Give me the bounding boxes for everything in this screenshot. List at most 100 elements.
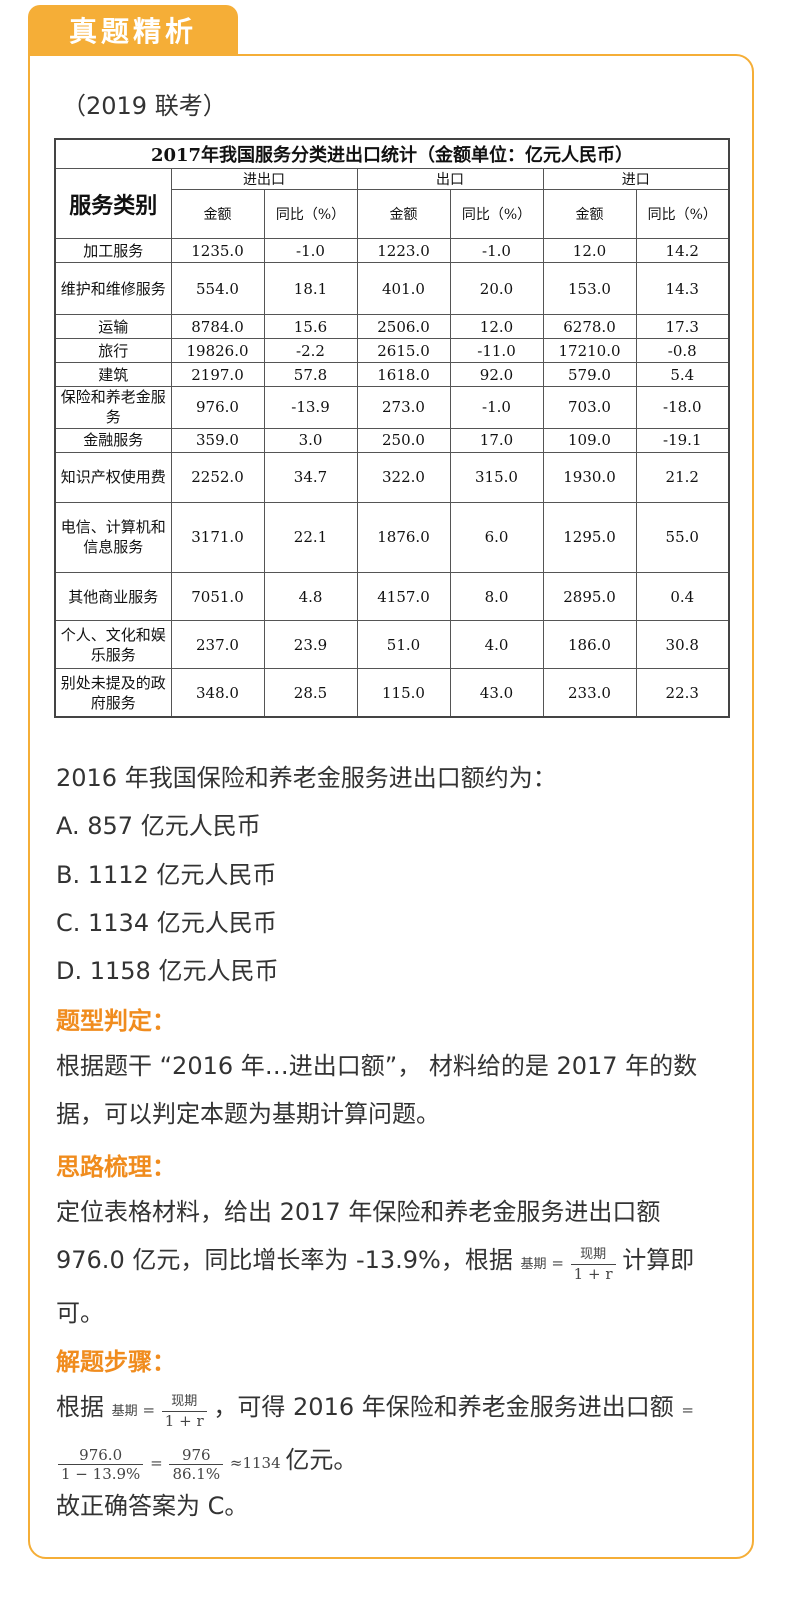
value-cell: 17210.0 [542, 338, 637, 364]
value-cell: 273.0 [356, 386, 451, 429]
category-cell: 电信、计算机和信息服务 [54, 501, 172, 573]
fraction-numerator: 现期 [570, 1246, 616, 1265]
fraction-denominator: 1 − 13.9% [61, 1464, 141, 1483]
value-cell: 186.0 [542, 620, 637, 670]
category-cell: 别处未提及的政府服务 [54, 668, 172, 718]
fraction-numerator: 976.0 [58, 1446, 144, 1465]
formula-fraction: 现期 1 + r [570, 1246, 616, 1283]
equals-sign: = [551, 1254, 564, 1272]
table-row: 运输 8784.0 15.6 2506.0 12.0 6278.0 17.3 [54, 314, 730, 340]
value-cell: 2506.0 [356, 314, 451, 340]
category-cell: 建筑 [54, 362, 172, 388]
statistics-table: 2017年我国服务分类进出口统计（金额单位：亿元人民币） 服务类别 进出口 出口… [54, 138, 731, 718]
steps-text-2: ，可得 2016 年保险和养老金服务进出口额 [213, 1393, 674, 1421]
calc-fraction-2: 976 86.1% [169, 1446, 224, 1483]
value-cell: 1223.0 [356, 237, 451, 264]
question-source: （2019 联考） [62, 92, 227, 120]
answer-text: 故正确答案为 C。 [56, 1492, 249, 1520]
category-cell: 个人、文化和娱乐服务 [54, 620, 172, 670]
value-cell: 4.8 [263, 571, 358, 622]
idea-text-after: 计算即可。 [56, 1246, 695, 1327]
value-cell: 6.0 [449, 501, 544, 573]
value-cell: 1235.0 [170, 237, 265, 264]
value-cell: -13.9 [263, 386, 358, 429]
category-cell: 加工服务 [54, 237, 172, 264]
value-cell: 57.8 [263, 362, 358, 388]
column-header: 金额 [542, 189, 637, 239]
value-cell: 19826.0 [170, 338, 265, 364]
approx-result: ≈1134 [229, 1454, 281, 1472]
value-cell: 0.4 [635, 571, 730, 622]
value-cell: 22.3 [635, 668, 730, 718]
column-header: 同比（%） [449, 189, 544, 239]
value-cell: 12.0 [449, 314, 544, 340]
value-cell: 109.0 [542, 427, 637, 453]
column-header: 同比（%） [263, 189, 358, 239]
value-cell: 250.0 [356, 427, 451, 453]
value-cell: 92.0 [449, 362, 544, 388]
value-cell: -1.0 [263, 237, 358, 264]
equals-sign: = [142, 1401, 156, 1419]
value-cell: 17.0 [449, 427, 544, 453]
base-formula: 基期 = 现期 1 + r [521, 1247, 623, 1283]
category-cell: 维护和维修服务 [54, 262, 172, 316]
value-cell: 21.2 [635, 451, 730, 503]
table-row: 知识产权使用费 2252.0 34.7 322.0 315.0 1930.0 21.2 [54, 451, 730, 503]
value-cell: 115.0 [356, 668, 451, 718]
question-stem: 2016 年我国保险和养老金服务进出口额约为： [56, 764, 557, 792]
value-cell: 14.3 [635, 262, 730, 316]
equals-sign: = [150, 1454, 163, 1472]
option-a: A. 857 亿元人民币 [56, 812, 261, 840]
category-cell: 旅行 [54, 338, 172, 364]
value-cell: -19.1 [635, 427, 730, 453]
value-cell: 18.1 [263, 262, 358, 316]
value-cell: 20.0 [449, 262, 544, 316]
value-cell: 1618.0 [356, 362, 451, 388]
table-row: 金融服务 359.0 3.0 250.0 17.0 109.0 -19.1 [54, 427, 730, 453]
value-cell: 8784.0 [170, 314, 265, 340]
value-cell: 23.9 [263, 620, 358, 670]
table-row: 别处未提及的政府服务 348.0 28.5 115.0 43.0 233.0 22.3 [54, 668, 730, 718]
fraction-denominator: 1 + r [164, 1411, 204, 1430]
value-cell: 322.0 [356, 451, 451, 503]
value-cell: 1930.0 [542, 451, 637, 503]
group-header: 进出口 [170, 168, 358, 190]
row-header: 服务类别 [54, 168, 172, 239]
content-frame [28, 54, 754, 1559]
value-cell: -1.0 [449, 237, 544, 264]
value-cell: 3171.0 [170, 501, 265, 573]
value-cell: 22.1 [263, 501, 358, 573]
column-header: 同比（%） [635, 189, 730, 239]
fraction-denominator: 86.1% [172, 1464, 221, 1483]
table-row: 旅行 19826.0 -2.2 2615.0 -11.0 17210.0 -0.8 [54, 338, 730, 364]
value-cell: 6278.0 [542, 314, 637, 340]
value-cell: 703.0 [542, 386, 637, 429]
value-cell: 17.3 [635, 314, 730, 340]
table-row: 维护和维修服务 554.0 18.1 401.0 20.0 153.0 14.3 [54, 262, 730, 316]
calc-fraction-1: 976.0 1 − 13.9% [58, 1446, 144, 1483]
value-cell: 14.2 [635, 237, 730, 264]
idea-heading: 思路梳理： [56, 1153, 176, 1181]
value-cell: 401.0 [356, 262, 451, 316]
table-row: 个人、文化和娱乐服务 237.0 23.9 51.0 4.0 186.0 30.8 [54, 620, 730, 670]
value-cell: 34.7 [263, 451, 358, 503]
option-b: B. 1112 亿元人民币 [56, 861, 277, 889]
value-cell: -11.0 [449, 338, 544, 364]
group-header: 出口 [356, 168, 544, 190]
category-cell: 知识产权使用费 [54, 451, 172, 503]
value-cell: 12.0 [542, 237, 637, 264]
equals-sign: = [681, 1401, 694, 1419]
value-cell: 359.0 [170, 427, 265, 453]
column-header: 金额 [170, 189, 265, 239]
value-cell: 233.0 [542, 668, 637, 718]
formula-fraction: 现期 1 + r [161, 1393, 207, 1430]
value-cell: 579.0 [542, 362, 637, 388]
idea-text-before: 定位表格材料，给出 2017 年保险和养老金服务进出口额 976.0 亿元，同比… [56, 1198, 661, 1274]
category-cell: 运输 [54, 314, 172, 340]
category-cell: 其他商业服务 [54, 571, 172, 622]
value-cell: 3.0 [263, 427, 358, 453]
value-cell: 1295.0 [542, 501, 637, 573]
value-cell: 15.6 [263, 314, 358, 340]
table-row: 加工服务 1235.0 -1.0 1223.0 -1.0 12.0 14.2 [54, 237, 730, 264]
value-cell: 2252.0 [170, 451, 265, 503]
